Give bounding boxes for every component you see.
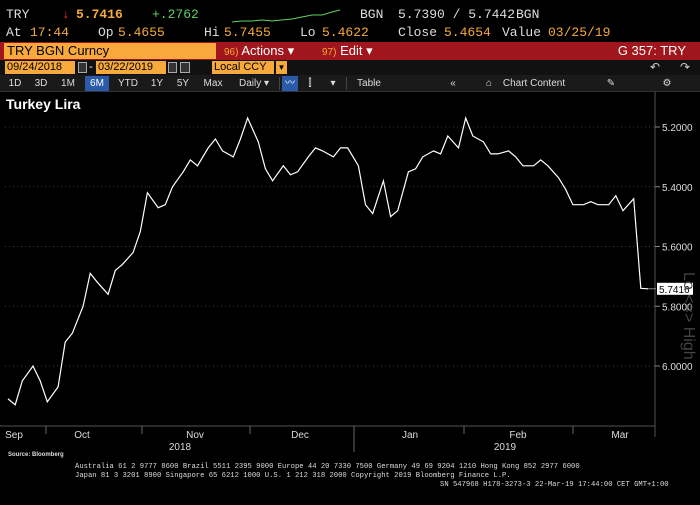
actions-menu[interactable]: 96) Actions ▾	[224, 43, 294, 59]
period-max[interactable]: Max	[203, 78, 223, 89]
x-month-label: Nov	[186, 430, 204, 441]
date-range-row: 09/24/2018 - 03/22/2019 Local CCY ▼ ↶ ↷	[0, 60, 700, 75]
footer-line-1: Australia 61 2 9777 8600 Brazil 5511 239…	[75, 463, 580, 471]
edit-menu[interactable]: 97) Edit ▾	[322, 43, 373, 59]
edit-pencil-icon[interactable]: ✎	[606, 78, 616, 89]
open-value: 5.4655	[118, 25, 165, 40]
value-date: 03/25/19	[548, 25, 611, 40]
at-time: 17:44	[30, 25, 70, 40]
chart-type-dropdown-icon[interactable]: ▾	[330, 78, 336, 89]
open-label: Op	[98, 25, 114, 40]
x-year-label: 2019	[494, 442, 517, 452]
chart-title: Turkey Lira	[6, 96, 81, 112]
chart-settings-icon[interactable]	[180, 62, 190, 73]
x-year-label: 2018	[169, 442, 192, 452]
source-label: Source: Bloomberg	[8, 452, 64, 458]
calendar-icon-end[interactable]	[168, 62, 177, 73]
period-1m[interactable]: 1M	[61, 78, 75, 89]
security-field[interactable]: TRY BGN Curncy	[4, 43, 216, 59]
x-month-label: Dec	[291, 430, 309, 441]
end-date-field[interactable]: 03/22/2019	[96, 61, 166, 74]
price-change: +.2762	[152, 7, 199, 22]
period-5y[interactable]: 5Y	[176, 78, 190, 89]
y-tick-label: 5.4000	[662, 183, 693, 194]
y-tick-label: 6.0000	[662, 362, 693, 373]
chart-toolbar: 1D 3D 1M 6M YTD 1Y 5Y Max Daily ▾ 〰 ⫿ ▾ …	[0, 75, 700, 92]
chart-content-icon: ⌂	[485, 78, 493, 89]
x-month-label: Oct	[74, 430, 90, 441]
high-label: Hi	[204, 25, 220, 40]
redo-icon[interactable]: ↷	[680, 60, 691, 74]
bar-chart-icon[interactable]: ⫿	[308, 78, 312, 89]
period-1d[interactable]: 1D	[8, 78, 22, 89]
function-label: G 357: TRY	[617, 43, 686, 58]
table-button[interactable]: Table	[357, 78, 381, 89]
footer-line-2: Japan 81 3 3201 8900 Singapore 65 6212 1…	[75, 472, 511, 480]
high-value: 5.7455	[224, 25, 271, 40]
edit-label: Edit ▾	[340, 43, 373, 58]
price-chart: 5.2000 5.4000 5.6000 5.8000 6.0000 Sep Oct Nov…	[0, 92, 697, 452]
y-tick-label: 5.2000	[662, 123, 693, 134]
down-arrow-icon: ↓	[62, 7, 70, 22]
ticker-row-1: TRY ↓ 5.7416 +.2762 BGN 5.7390 / 5.7442 …	[0, 6, 700, 23]
at-label: At	[6, 25, 22, 40]
period-ytd[interactable]: YTD	[118, 78, 138, 89]
x-month-label: Feb	[509, 430, 527, 441]
x-month-label: Sep	[5, 430, 23, 441]
period-1y[interactable]: 1Y	[150, 78, 164, 89]
x-month-label: Jan	[402, 430, 418, 441]
collapse-icon[interactable]: «	[450, 78, 456, 89]
price-source: BGN	[360, 7, 384, 22]
chart-grid	[5, 126, 655, 367]
value-label: Value	[502, 25, 542, 40]
price-source-2: BGN	[516, 7, 540, 22]
close-label: Close	[398, 25, 438, 40]
function-title-bar: TRY BGN Curncy 96) Actions ▾ 97) Edit ▾ …	[0, 42, 700, 60]
chart-content-button[interactable]: Chart Content	[502, 78, 566, 89]
low-label: Lo	[300, 25, 316, 40]
bid-ask: 5.7390 / 5.7442	[398, 7, 516, 22]
currency-dropdown-icon[interactable]: ▼	[276, 61, 287, 74]
toolbar-divider	[279, 77, 280, 90]
actions-number: 96)	[224, 47, 239, 58]
close-value: 5.4654	[444, 25, 491, 40]
low-value: 5.4622	[322, 25, 369, 40]
axis-watermark: Lo <=> High	[680, 272, 697, 360]
gear-icon[interactable]: ⚙	[662, 78, 672, 89]
period-3d[interactable]: 3D	[34, 78, 48, 89]
date-separator: -	[89, 61, 93, 73]
actions-label: Actions ▾	[241, 43, 295, 58]
last-value-label: 5.7416	[659, 285, 690, 296]
currency-field[interactable]: Local CCY	[212, 61, 274, 74]
x-axis-ticks: Sep Oct Nov Dec Jan Feb Mar 2018 2019	[5, 426, 629, 452]
toolbar-divider-2	[346, 77, 347, 90]
period-6m[interactable]: 6M	[85, 76, 109, 91]
last-price: 5.7416	[76, 7, 123, 22]
ticker-row-2: At 17:44 Op 5.4655 Hi 5.7455 Lo 5.4622 C…	[0, 24, 700, 41]
y-axis-ticks: 5.2000 5.4000 5.6000 5.8000 6.0000	[655, 123, 693, 373]
y-tick-label: 5.6000	[662, 243, 693, 254]
edit-number: 97)	[322, 47, 337, 58]
y-tick-label: 5.8000	[662, 302, 693, 313]
x-month-label: Mar	[611, 430, 629, 441]
start-date-field[interactable]: 09/24/2018	[5, 61, 75, 74]
last-value-marker: 5.7416	[648, 282, 693, 296]
last-value-box	[657, 282, 693, 295]
undo-icon[interactable]: ↶	[650, 60, 661, 74]
series-line	[7, 116, 649, 406]
footer-line-3: SN 547968 H178-3273-3 22-Mar-19 17:44:00…	[440, 481, 669, 489]
calendar-icon[interactable]	[78, 62, 87, 73]
frequency-dropdown[interactable]: Daily ▾	[238, 78, 270, 89]
line-chart-icon[interactable]: 〰	[282, 76, 298, 91]
sparkline-icon	[232, 9, 341, 23]
ticker-symbol: TRY	[6, 7, 30, 22]
